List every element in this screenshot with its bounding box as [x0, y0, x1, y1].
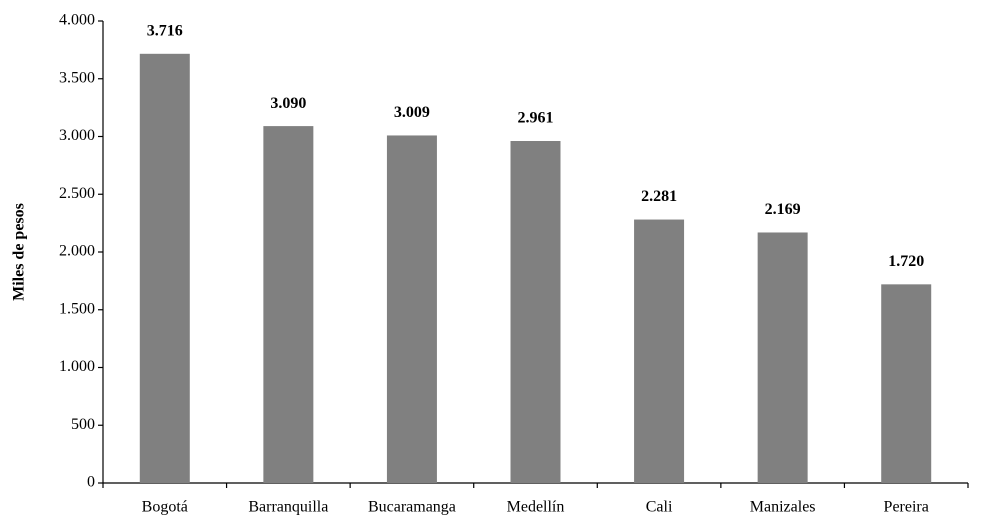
- y-tick-label: 4.000: [59, 12, 95, 29]
- y-tick-label: 0: [87, 474, 95, 491]
- value-label: 3.090: [270, 95, 306, 112]
- y-tick-label: 1.500: [59, 300, 95, 317]
- x-tick-label: Bucaramanga: [368, 499, 456, 516]
- value-label: 2.961: [518, 110, 554, 127]
- y-tick-label: 2.000: [59, 243, 95, 260]
- x-tick-label: Pereira: [884, 499, 929, 516]
- x-tick-label: Bogotá: [142, 499, 188, 516]
- value-label: 1.720: [888, 253, 924, 270]
- y-axis-title: Miles de pesos: [11, 203, 28, 301]
- bar: [634, 219, 685, 483]
- y-tick-label: 3.500: [59, 69, 95, 86]
- value-label: 3.716: [147, 22, 183, 39]
- value-label: 2.169: [765, 201, 801, 218]
- y-tick-label: 500: [71, 416, 95, 433]
- bar: [881, 284, 932, 483]
- x-tick-label: Manizales: [750, 499, 816, 516]
- bar: [139, 53, 190, 483]
- bar: [263, 126, 314, 483]
- y-tick-label: 3.000: [59, 127, 95, 144]
- bar: [386, 135, 437, 483]
- x-tick-label: Cali: [646, 499, 673, 516]
- bar: [510, 141, 561, 483]
- x-tick-label: Barranquilla: [248, 499, 328, 516]
- y-tick-label: 1.000: [59, 358, 95, 375]
- x-tick-label: Medellín: [507, 499, 565, 516]
- y-tick-label: 2.500: [59, 185, 95, 202]
- bar: [757, 232, 808, 483]
- value-label: 2.281: [641, 188, 677, 205]
- value-label: 3.009: [394, 104, 430, 121]
